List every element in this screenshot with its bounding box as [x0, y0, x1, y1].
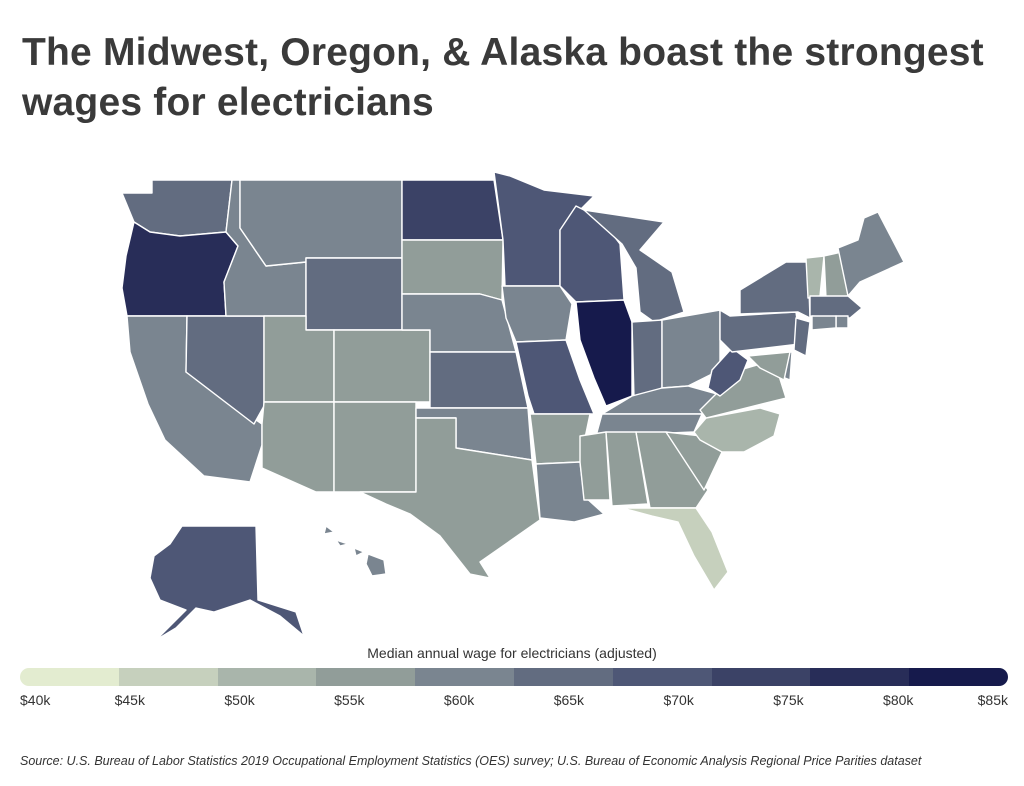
state-ny — [739, 261, 811, 319]
legend-swatch — [217, 668, 317, 686]
state-tx — [359, 417, 541, 579]
source-note: Source: U.S. Bureau of Labor Statistics … — [20, 754, 922, 768]
legend-swatch — [316, 668, 416, 686]
state-mo — [515, 339, 595, 415]
legend-tick-label: $60k — [443, 692, 475, 708]
state-ms — [579, 431, 611, 501]
legend-tick-label: $65k — [553, 692, 585, 708]
state-vt — [805, 255, 825, 299]
state-ri — [835, 315, 849, 329]
state-ia — [501, 285, 573, 343]
state-il — [575, 299, 633, 407]
legend-swatch — [415, 668, 514, 686]
legend-tick-labels: $40k $45k $50k $55k $60k $65k $70k $75k $80k $85k — [20, 692, 1008, 712]
state-nj — [793, 317, 811, 357]
state-ks — [429, 351, 529, 409]
state-fl — [621, 507, 729, 591]
legend-swatch — [711, 668, 811, 686]
state-al — [605, 431, 649, 507]
state-ak — [149, 525, 305, 641]
legend-swatch — [20, 668, 119, 686]
legend-tick-label: $50k — [224, 692, 255, 708]
legend-swatch — [909, 668, 1008, 686]
state-ct — [811, 315, 837, 331]
legend-swatch — [810, 668, 910, 686]
state-wy — [305, 257, 403, 331]
state-mt — [239, 179, 403, 267]
state-co — [333, 329, 431, 403]
state-oh — [661, 309, 721, 389]
legend-color-bar — [20, 668, 1008, 686]
legend-tick-label: $40k — [20, 692, 51, 708]
legend-tick-label: $80k — [883, 692, 914, 708]
chart-title: The Midwest, Oregon, & Alaska boast the … — [22, 31, 984, 124]
legend-swatch — [118, 668, 218, 686]
state-mi — [583, 209, 685, 323]
state-in — [631, 319, 663, 399]
state-ga — [635, 431, 709, 509]
legend-tick-label: $45k — [114, 692, 145, 708]
legend-tick-label: $70k — [663, 692, 694, 708]
state-or — [121, 221, 239, 317]
legend-swatch — [513, 668, 613, 686]
legend-title: Median annual wage for electricians (adj… — [367, 645, 657, 661]
state-ma — [809, 295, 863, 319]
state-hi — [323, 525, 387, 577]
legend-tick-label: $55k — [334, 692, 365, 708]
state-nd — [401, 179, 504, 241]
state-me — [837, 211, 905, 297]
legend-tick-label: $75k — [773, 692, 804, 708]
state-nc — [693, 407, 781, 453]
legend-tick-label: $85k — [977, 692, 1008, 708]
state-az — [261, 401, 335, 493]
state-md — [747, 351, 791, 381]
state-pa — [719, 309, 801, 353]
us-states-map — [121, 171, 905, 641]
legend-swatch — [612, 668, 712, 686]
state-sd — [401, 239, 504, 301]
state-nm — [333, 401, 417, 493]
